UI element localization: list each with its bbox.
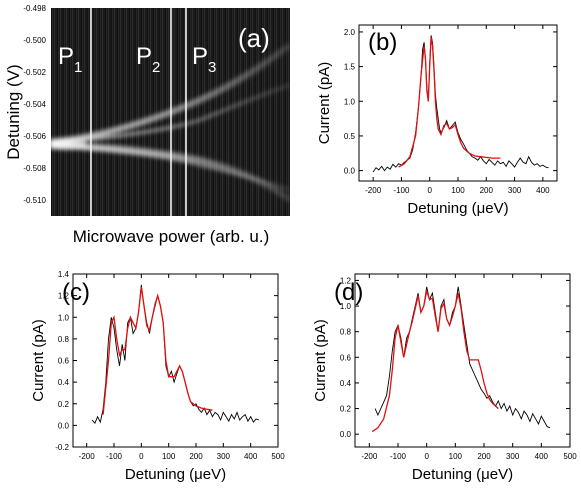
fit-series-red [102,286,213,415]
x-tick-label: 200 [189,452,203,461]
heatmap-y-axis-label: Detuning (V) [4,64,23,159]
y-tick-label: 0.2 [58,400,70,409]
x-axis-label: Detuning (μeV) [412,466,513,483]
x-tick-label: 0 [424,452,429,461]
x-tick-label: 400 [536,186,550,195]
heatmap-y-ticks: -0.498 -0.500 -0.502 -0.504 -0.506 -0.508 -0.5… [23,4,46,205]
y-tick-label: 2.0 [344,28,356,37]
y-axis-label: Current (pA) [312,319,329,402]
heatmap-y-tick-label: -0.498 [23,4,46,13]
y-tick-label: 1.0 [58,313,70,322]
data-series-black [91,284,260,425]
y-tick-label: 0.4 [340,379,352,388]
y-tick-label: 0.0 [340,430,352,439]
x-tick-label: -100 [390,452,407,461]
y-tick-label: 0.6 [340,353,352,362]
region-label-p2: P2 [136,43,160,76]
region-label-p3: P3 [192,43,216,76]
y-tick-label: 0.8 [340,328,352,337]
x-tick-label: 100 [451,186,465,195]
y-tick-label: 0.8 [58,335,70,344]
panel-a: (a) P1 P2 P3 -0.498-0.500-0.502-0.504-0.… [4,4,292,246]
x-tick-label: 300 [506,452,520,461]
x-tick-label: 300 [508,186,522,195]
data-series-black [374,286,551,429]
panel-label: (b) [368,29,397,56]
svg-text:P1: P1 [58,43,82,76]
x-tick-label: -100 [393,186,410,195]
y-tick-label: 1.5 [344,63,356,72]
heatmap-y-tick-label: -0.506 [23,132,46,141]
panel-b: -200 -100 0 100 200 300 400 0.0 0.5 1.0 1.5 2.0 Detu… [316,24,558,217]
svg-text:P3: P3 [192,43,216,76]
panel-label-a: (a) [238,23,270,53]
data-series-black [372,35,549,173]
y-tick-label: 0.2 [340,405,352,414]
x-tick-label: 100 [162,452,176,461]
heatmap-y-tick-label: -0.500 [23,36,46,45]
y-axis-label: Current (pA) [30,319,47,402]
svg-text:P2: P2 [136,43,160,76]
heatmap-y-tick-label: -0.502 [23,68,46,77]
y-tick-label: 0.5 [344,132,356,141]
panel-c: -200 -100 0 100 200 300 400 500 -0.2 0.0 0.2 0.4 0.6… [30,270,285,483]
heatmap-y-tick-label: -0.504 [23,100,46,109]
x-tick-label: 200 [480,186,494,195]
x-tick-label: 200 [477,452,491,461]
plot-frame [72,273,279,448]
x-tick-label: 0 [139,452,144,461]
plot-frame [354,273,571,448]
x-axis-label: Detuning (μeV) [125,466,226,483]
fit-series-red [371,290,499,433]
x-tick-label: -200 [79,452,96,461]
x-tick-label: -200 [365,186,382,195]
y-tick-label: 1.4 [58,270,70,279]
panel-d: -200 -100 0 100 200 300 400 500 0.0 0.2 0.4 0.6 0.8 1… [312,273,577,483]
x-tick-label: 300 [217,452,231,461]
region-label-p1: P1 [58,43,82,76]
y-tick-label: 0.6 [58,357,70,366]
panel-label: (c) [62,279,90,306]
x-tick-label: -200 [361,452,378,461]
heatmap-y-tick-label: -0.508 [23,164,46,173]
x-tick-label: 100 [449,452,463,461]
y-tick-label: 0.4 [58,378,70,387]
fit-series-red [398,37,501,168]
x-axis-label: Detuning (μeV) [407,200,508,217]
x-tick-label: 400 [244,452,258,461]
x-tick-label: 500 [271,452,285,461]
heatmap-x-axis-label: Microwave power (arb. u.) [73,227,270,246]
heatmap-y-tick-label: -0.510 [23,196,46,205]
y-tick-label: 1.0 [340,302,352,311]
x-tick-label: 400 [535,452,549,461]
y-tick-label: 1.2 [340,276,352,285]
y-tick-label: 0.0 [344,167,356,176]
y-tick-label: 1.2 [58,292,70,301]
y-tick-label: 0.0 [58,421,70,430]
y-axis-label: Current (pA) [316,62,333,145]
y-tick-label: 1.0 [344,97,356,106]
panel-label: (d) [334,279,363,306]
heatmap-bands [43,42,292,203]
x-tick-label: 0 [427,186,432,195]
x-tick-label: -100 [106,452,123,461]
y-tick-label: -0.2 [55,443,69,452]
x-tick-label: 500 [563,452,577,461]
